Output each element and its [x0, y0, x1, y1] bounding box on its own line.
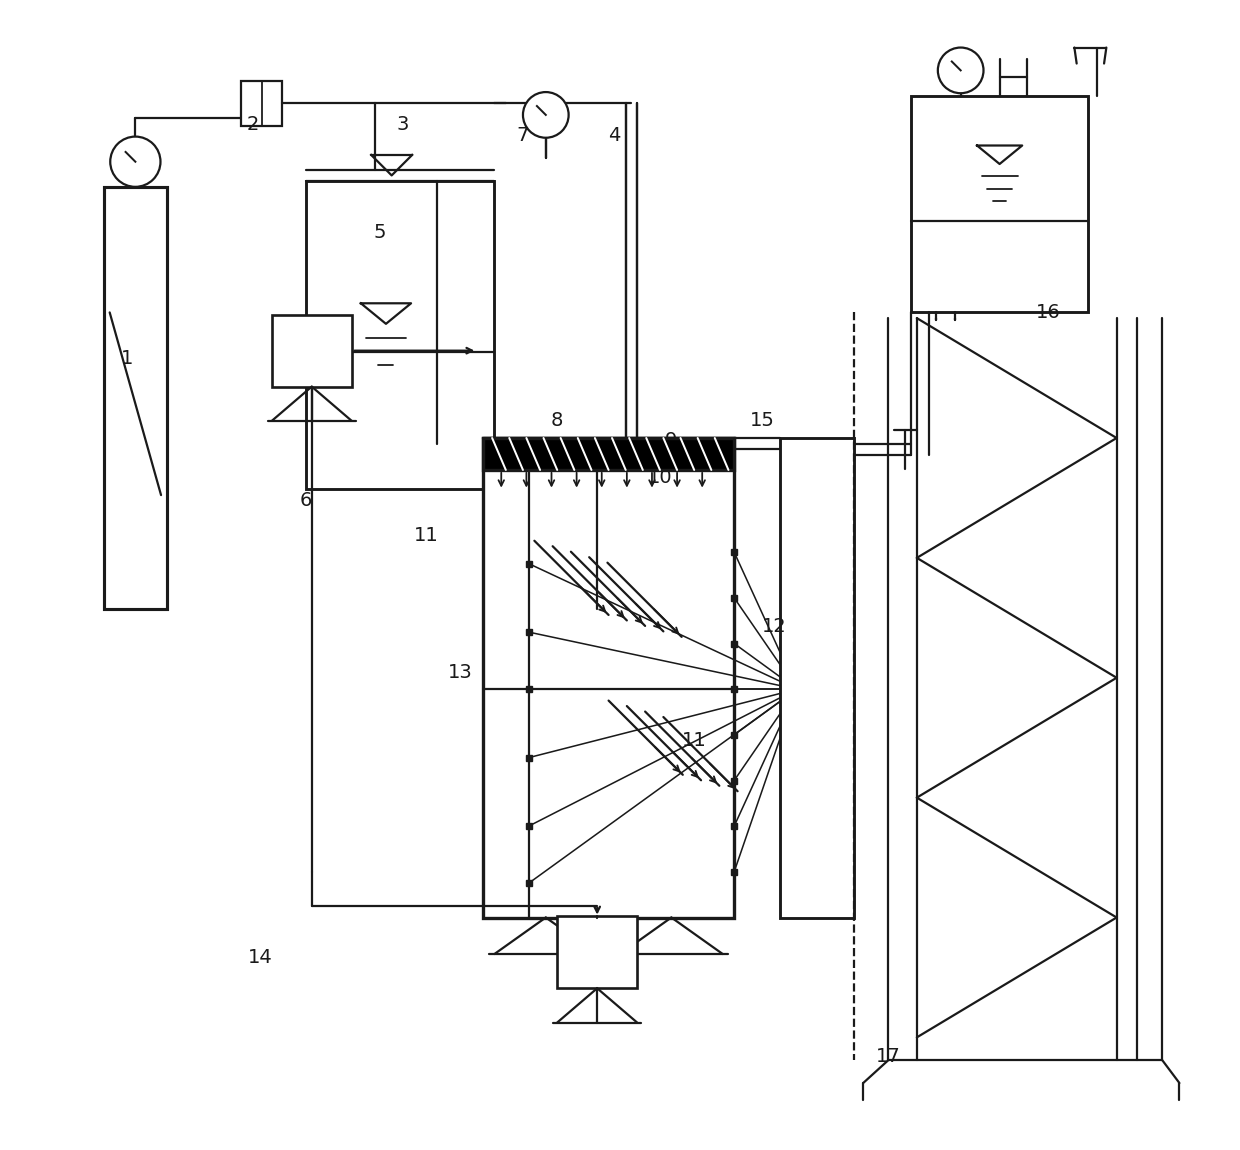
Bar	[241, 81, 281, 126]
Text: 11: 11	[682, 731, 707, 750]
Circle shape	[937, 47, 983, 93]
Circle shape	[523, 92, 569, 138]
Bar	[484, 438, 734, 470]
Text: 11: 11	[414, 526, 438, 545]
Text: 5: 5	[374, 223, 387, 241]
Bar	[272, 315, 352, 386]
Bar	[484, 438, 734, 918]
Text: 2: 2	[247, 115, 259, 133]
Text: 8: 8	[551, 412, 563, 430]
Text: 14: 14	[248, 948, 273, 967]
Text: 7: 7	[517, 126, 529, 145]
Text: 15: 15	[750, 412, 775, 430]
Circle shape	[110, 137, 160, 186]
Text: 6: 6	[300, 491, 312, 511]
Bar	[557, 917, 637, 988]
Text: 16: 16	[1035, 302, 1060, 322]
Text: 9: 9	[665, 431, 677, 450]
Bar	[306, 182, 495, 490]
Text: 13: 13	[448, 662, 472, 682]
Text: 3: 3	[397, 115, 409, 133]
Bar	[780, 438, 854, 918]
Bar	[104, 186, 166, 610]
Text: 1: 1	[120, 348, 133, 368]
Text: 12: 12	[761, 616, 786, 636]
Bar	[911, 95, 1087, 313]
Text: 10: 10	[647, 468, 672, 488]
Text: 4: 4	[608, 126, 620, 145]
Text: 17: 17	[875, 1048, 900, 1066]
